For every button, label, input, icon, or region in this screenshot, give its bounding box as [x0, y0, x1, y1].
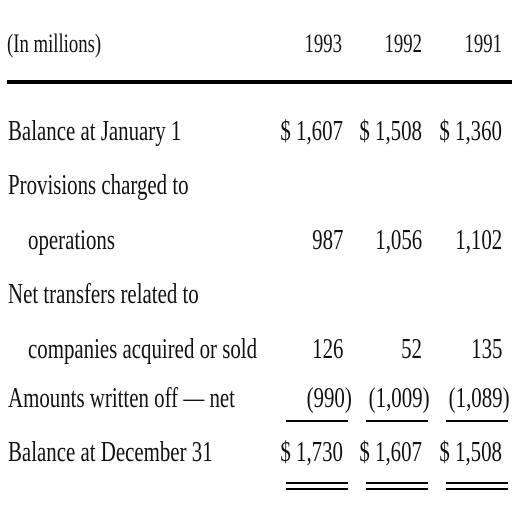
subtotal-rule-1991 [446, 420, 508, 422]
year-header-1992: 1992 [384, 29, 422, 58]
cell-written-off-1992: (1,009) [369, 382, 430, 414]
year-header-1991: 1991 [464, 29, 502, 58]
cell-balance-dec-1991: $ 1,508 [439, 436, 502, 468]
cell-operations-1993: 987 [311, 224, 343, 256]
cell-balance-dec-1993: $ 1,730 [280, 436, 343, 468]
cell-balance-dec-1992: $ 1,607 [359, 436, 422, 468]
subtotal-rule-1993 [286, 420, 348, 422]
row-label-written-off: Amounts written off — net [8, 382, 235, 414]
total-rule-top-1991 [446, 482, 508, 484]
cell-balance-jan-1992: $ 1,508 [359, 115, 422, 147]
row-label-provisions: Provisions charged to [8, 169, 189, 201]
total-rule-top-1992 [366, 482, 428, 484]
units-label: (In millions) [7, 29, 102, 58]
cell-written-off-1991: (1,089) [449, 382, 510, 414]
row-label-balance-dec: Balance at December 31 [8, 436, 213, 468]
total-rule-top-1993 [286, 482, 348, 484]
cell-companies-1991: 135 [470, 333, 502, 365]
cell-companies-1993: 126 [311, 333, 343, 365]
cell-balance-jan-1993: $ 1,607 [280, 115, 343, 147]
total-rule-bottom-1991 [446, 488, 508, 490]
cell-operations-1991: 1,102 [455, 224, 502, 256]
cell-companies-1992: 52 [401, 333, 422, 365]
total-rule-bottom-1993 [286, 488, 348, 490]
cell-written-off-1993: (990) [306, 382, 352, 414]
row-label-balance-jan: Balance at January 1 [8, 115, 182, 147]
header-rule [7, 80, 512, 84]
row-label-net-transfers: Net transfers related to [8, 278, 199, 310]
subtotal-rule-1992 [366, 420, 428, 422]
total-rule-bottom-1992 [366, 488, 428, 490]
row-label-companies-acquired: companies acquired or sold [28, 333, 258, 365]
year-header-1993: 1993 [304, 29, 342, 58]
cell-operations-1992: 1,056 [375, 224, 422, 256]
row-label-operations: operations [28, 224, 115, 256]
cell-balance-jan-1991: $ 1,360 [439, 115, 502, 147]
